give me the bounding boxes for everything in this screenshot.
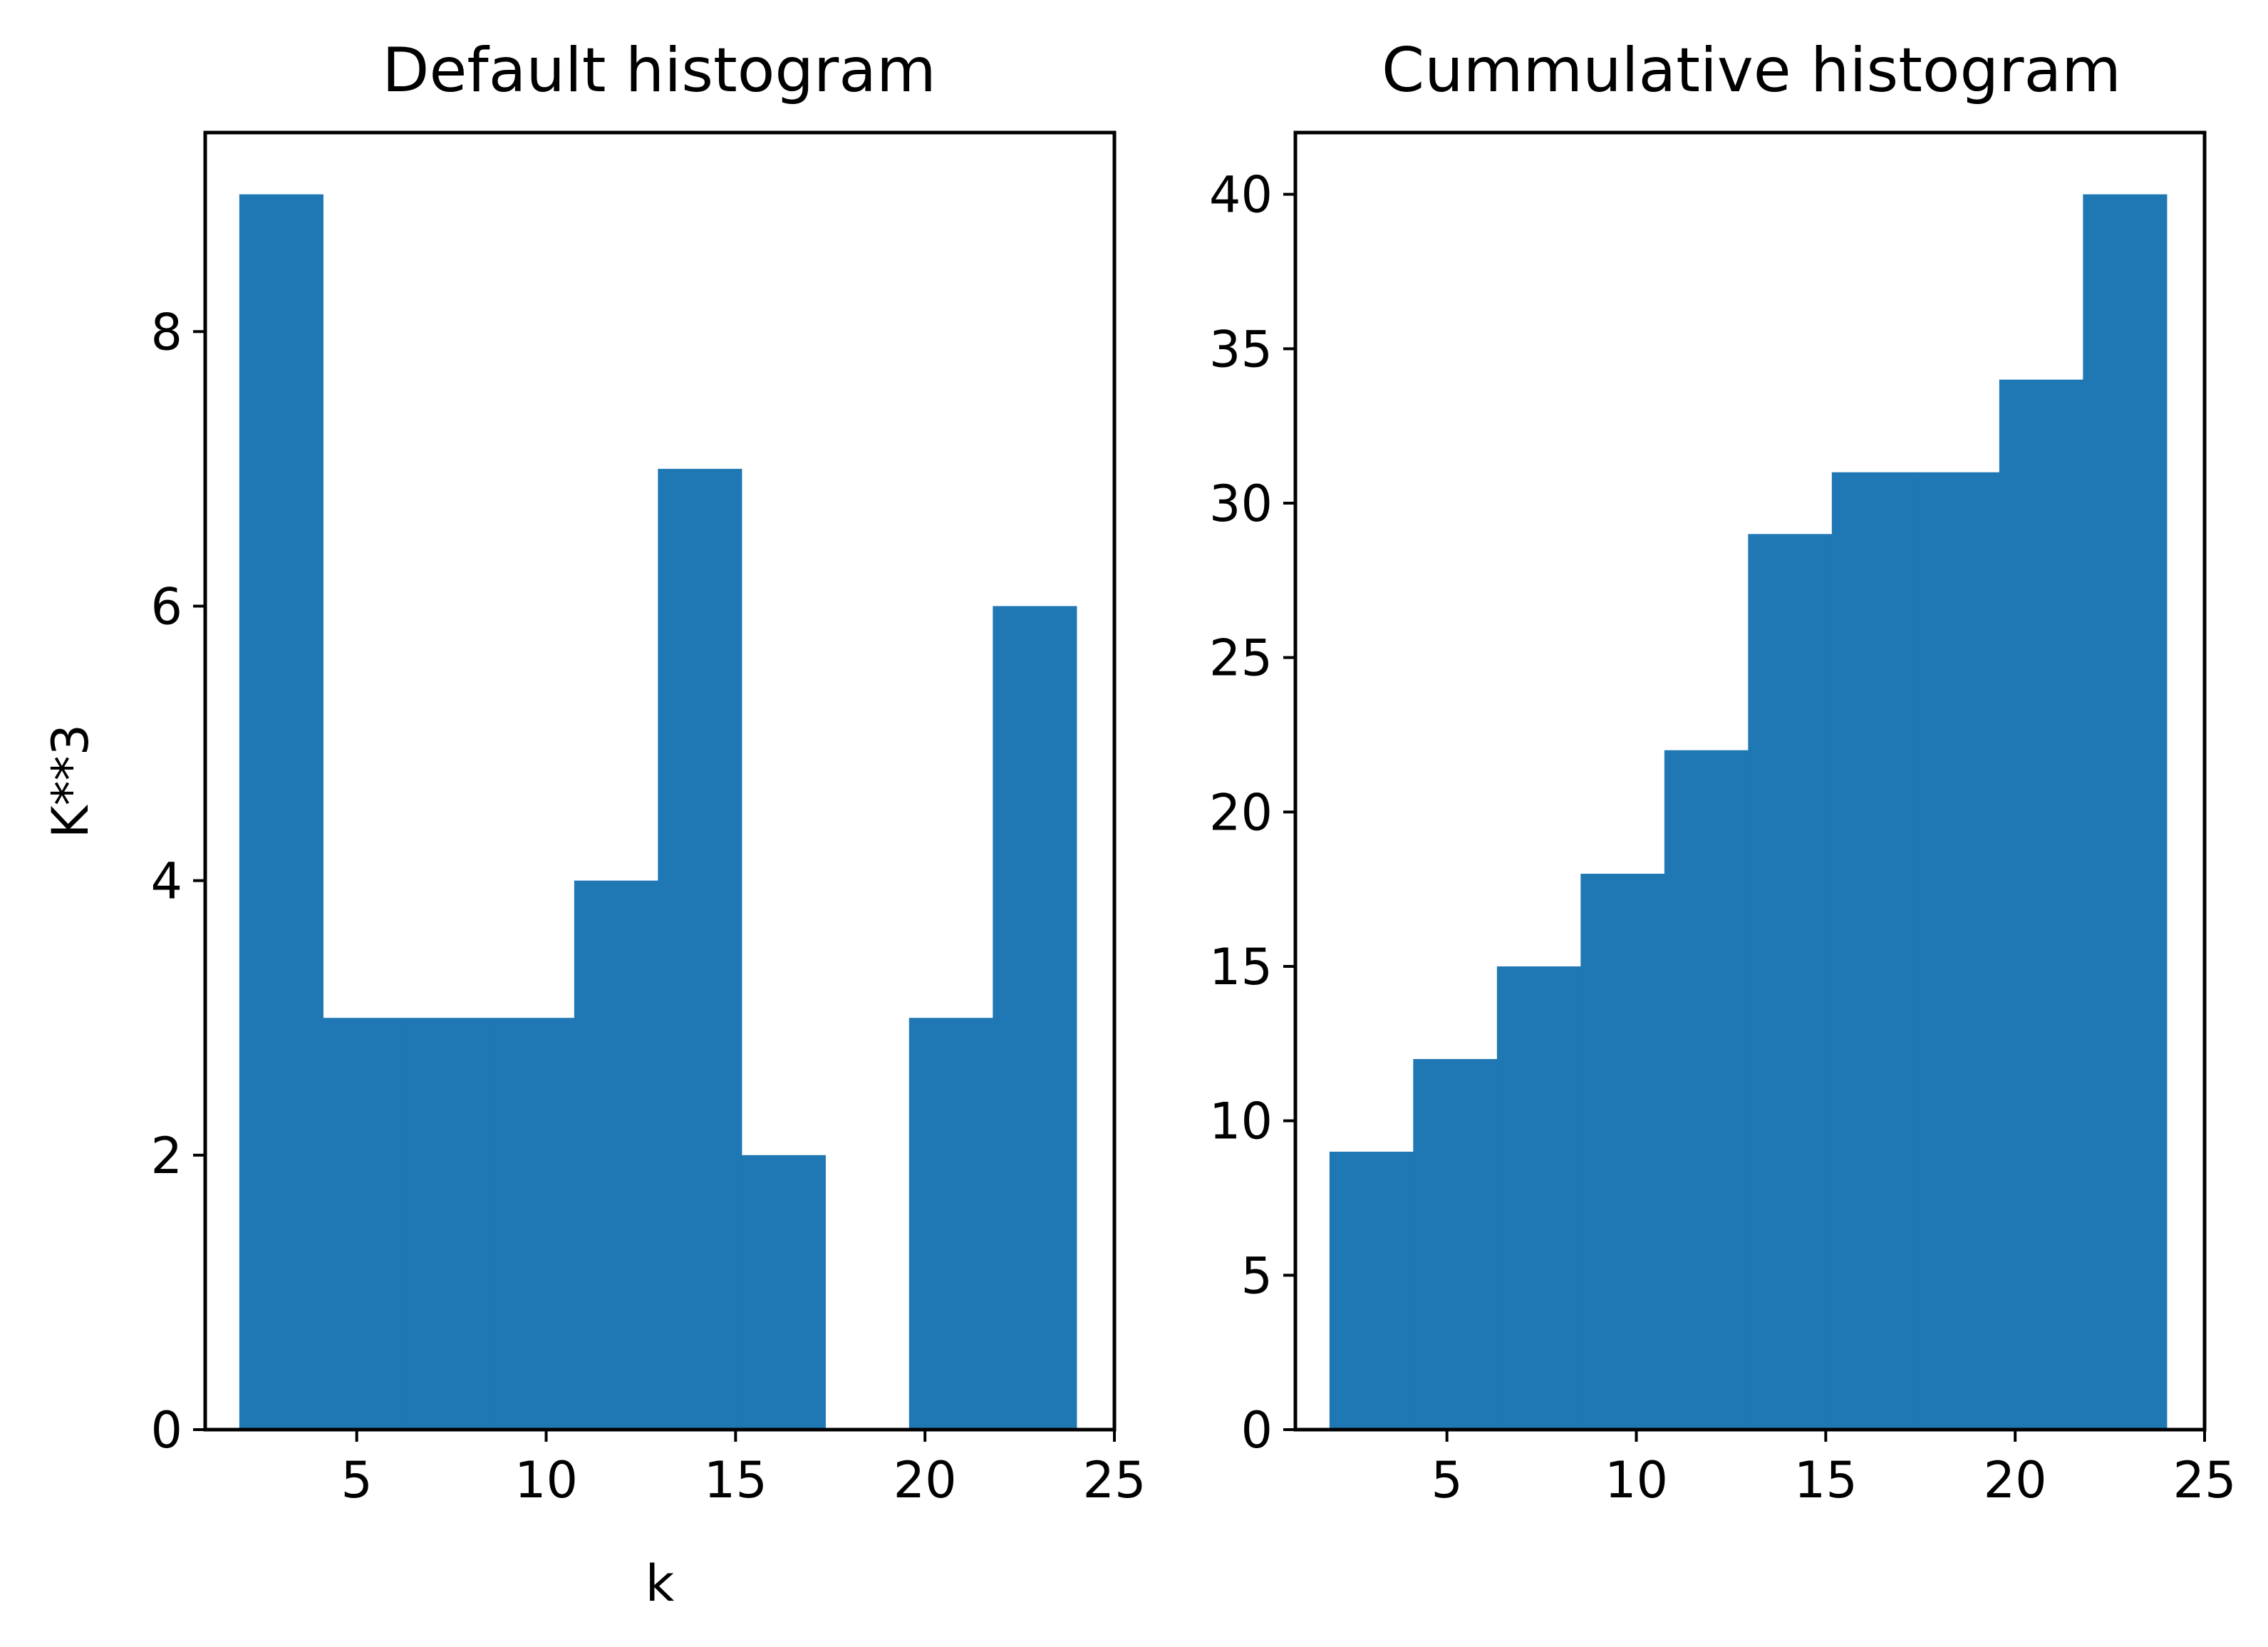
right-bar-2	[1413, 1059, 1498, 1430]
right-bar-8	[1915, 472, 2000, 1430]
left-bar-3	[406, 1018, 491, 1430]
right-x-tick-label: 10	[1605, 1451, 1668, 1509]
right-y-tick-label: 15	[1209, 938, 1273, 996]
left-bars	[239, 194, 1077, 1430]
left-x-tick-label: 25	[1082, 1451, 1146, 1509]
right-bars	[1329, 194, 2168, 1430]
right-y-ticks: 0 5 10 15 20 25 30 35 40	[1209, 166, 1295, 1460]
right-y-tick-label: 30	[1209, 475, 1273, 533]
left-bar-2	[323, 1018, 408, 1430]
left-x-tick-label: 5	[341, 1451, 373, 1509]
right-y-tick-label: 0	[1241, 1401, 1273, 1460]
left-bar-6	[658, 468, 742, 1430]
left-x-tick-label: 10	[514, 1451, 578, 1509]
right-histogram-panel: Cummulative histogram 5 10 15 20 25 0 5 10 15 20…	[1209, 35, 2237, 1509]
right-x-tick-label: 20	[1984, 1451, 2047, 1509]
right-x-tick-label: 5	[1431, 1451, 1463, 1509]
left-y-tick-label: 2	[150, 1127, 182, 1185]
left-chart-title: Default histogram	[382, 35, 936, 106]
right-bar-10	[2083, 194, 2168, 1430]
left-x-tick-label: 15	[704, 1451, 767, 1509]
right-x-tick-label: 15	[1794, 1451, 1858, 1509]
left-histogram-panel: Default histogram 5 10 15 20 25 0 2 4 6 8 k K**3	[41, 35, 1146, 1613]
left-bar-1	[239, 194, 323, 1430]
left-x-axis-label: k	[646, 1554, 675, 1613]
left-bar-10	[993, 606, 1077, 1430]
right-bar-5	[1664, 750, 1749, 1430]
right-y-tick-label: 25	[1209, 629, 1273, 688]
left-y-tick-label: 6	[150, 577, 182, 636]
left-y-axis-label: K**3	[41, 724, 100, 838]
right-y-tick-label: 10	[1209, 1093, 1273, 1151]
right-x-tick-label: 25	[2173, 1451, 2236, 1509]
left-x-tick-label: 20	[894, 1451, 957, 1509]
right-bar-1	[1329, 1152, 1414, 1430]
right-bar-3	[1496, 966, 1581, 1430]
left-y-tick-label: 8	[150, 303, 182, 361]
right-bar-7	[1831, 472, 1916, 1430]
right-chart-title: Cummulative histogram	[1382, 35, 2121, 106]
left-y-tick-label: 4	[150, 852, 182, 911]
right-bar-6	[1748, 534, 1833, 1430]
right-x-ticks: 5 10 15 20 25	[1431, 1430, 2237, 1509]
right-y-tick-label: 5	[1241, 1246, 1273, 1305]
right-bar-4	[1580, 874, 1665, 1430]
right-y-tick-label: 40	[1209, 166, 1273, 224]
left-bar-7	[741, 1155, 826, 1430]
left-bar-9	[908, 1018, 993, 1430]
right-plot-frame	[1293, 130, 2207, 1432]
left-y-tick-label: 0	[150, 1401, 182, 1460]
left-plot-frame	[203, 130, 1117, 1432]
right-y-tick-label: 35	[1209, 320, 1273, 378]
right-y-tick-label: 20	[1209, 783, 1273, 842]
left-bar-5	[574, 880, 658, 1430]
right-bar-9	[1999, 379, 2083, 1430]
left-y-ticks: 0 2 4 6 8	[150, 303, 205, 1460]
left-x-ticks: 5 10 15 20 25	[341, 1430, 1146, 1509]
left-bar-4	[490, 1018, 575, 1430]
